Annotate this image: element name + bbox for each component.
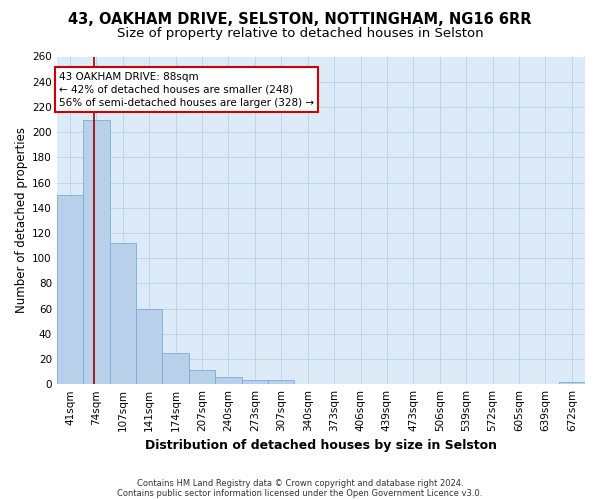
Bar [559,382,585,384]
Text: Contains public sector information licensed under the Open Government Licence v3: Contains public sector information licen… [118,488,482,498]
Bar [136,308,163,384]
Bar [83,120,110,384]
Bar [163,352,189,384]
Y-axis label: Number of detached properties: Number of detached properties [15,128,28,314]
Bar [242,380,268,384]
Text: Size of property relative to detached houses in Selston: Size of property relative to detached ho… [116,28,484,40]
Bar [57,195,83,384]
Text: 43, OAKHAM DRIVE, SELSTON, NOTTINGHAM, NG16 6RR: 43, OAKHAM DRIVE, SELSTON, NOTTINGHAM, N… [68,12,532,28]
Bar [215,376,242,384]
Bar [268,380,295,384]
Text: Contains HM Land Registry data © Crown copyright and database right 2024.: Contains HM Land Registry data © Crown c… [137,478,463,488]
X-axis label: Distribution of detached houses by size in Selston: Distribution of detached houses by size … [145,440,497,452]
Bar [189,370,215,384]
Text: 43 OAKHAM DRIVE: 88sqm
← 42% of detached houses are smaller (248)
56% of semi-de: 43 OAKHAM DRIVE: 88sqm ← 42% of detached… [59,72,314,108]
Bar [110,243,136,384]
